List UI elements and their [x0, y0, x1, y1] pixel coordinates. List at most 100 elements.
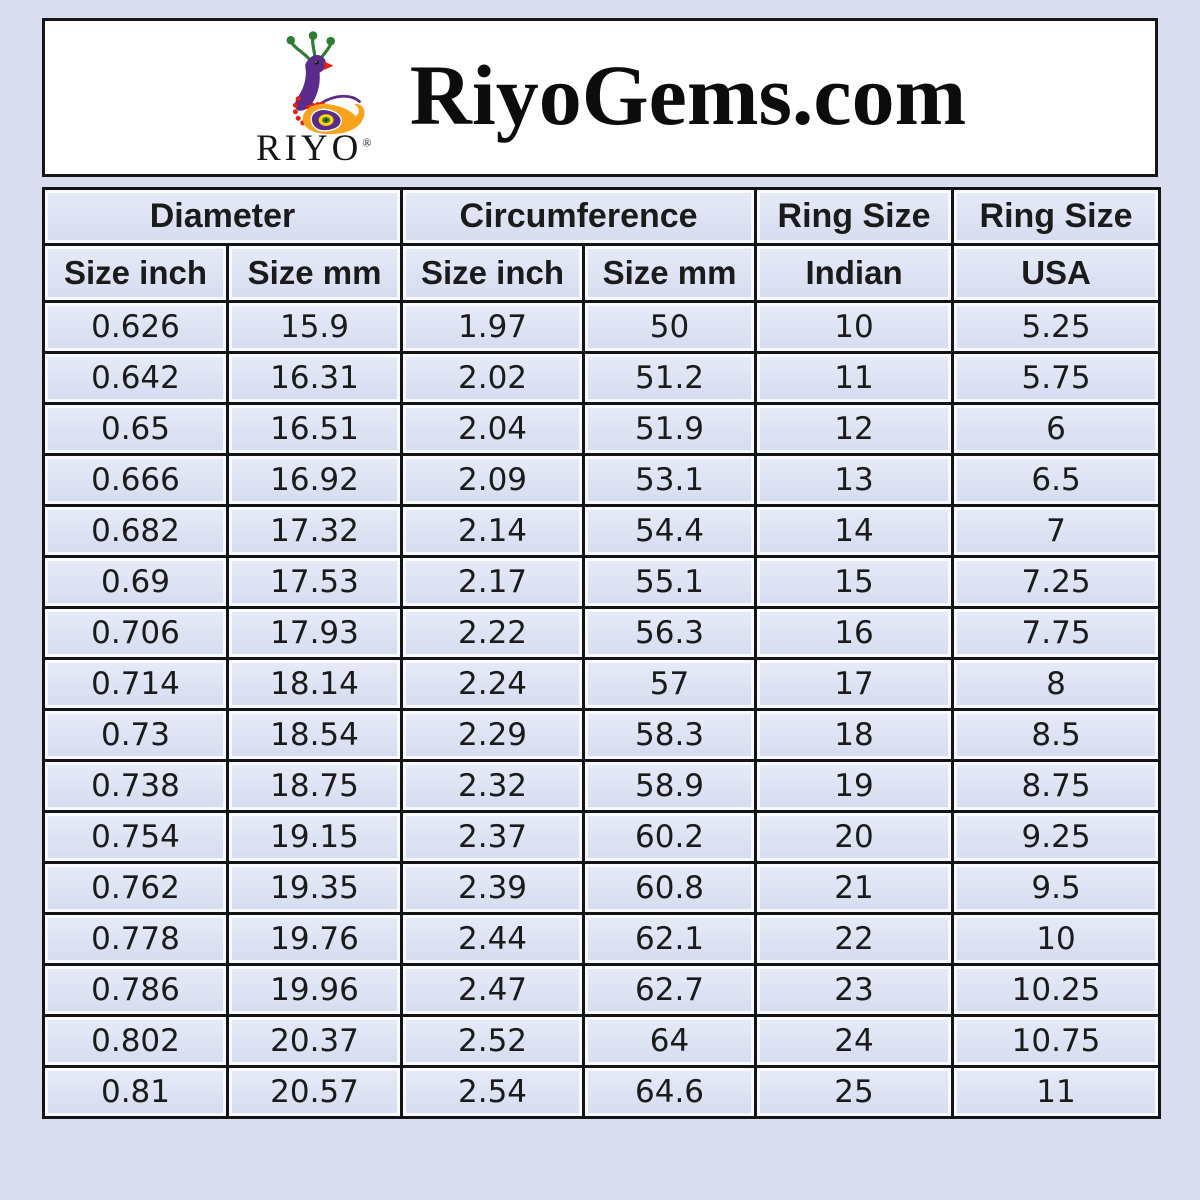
cell-diameter-inch: 0.626: [42, 300, 229, 354]
cell-circumference-mm: 51.2: [582, 351, 758, 405]
cell-diameter-inch: 0.73: [42, 708, 229, 762]
riyo-logo: RIYO®: [234, 30, 394, 167]
cell-ring-size-indian: 19: [754, 759, 955, 813]
cell-circumference-inch: 2.17: [400, 555, 586, 609]
cell-circumference-inch: 2.29: [400, 708, 586, 762]
cell-diameter-mm: 20.57: [225, 1065, 404, 1119]
col-header-usa: USA: [951, 243, 1162, 303]
cell-diameter-mm: 19.96: [225, 963, 404, 1017]
cell-ring-size-usa: 10.25: [951, 963, 1162, 1017]
registered-mark: ®: [362, 135, 372, 150]
cell-diameter-inch: 0.754: [42, 810, 229, 864]
cell-circumference-inch: 2.39: [400, 861, 586, 915]
cell-diameter-mm: 17.53: [225, 555, 404, 609]
cell-circumference-inch: 2.09: [400, 453, 586, 507]
cell-diameter-inch: 0.642: [42, 351, 229, 405]
cell-ring-size-indian: 25: [754, 1065, 955, 1119]
cell-circumference-mm: 50: [582, 300, 758, 354]
cell-diameter-mm: 19.35: [225, 861, 404, 915]
cell-diameter-inch: 0.762: [42, 861, 229, 915]
table-body: 0.626 15.9 1.97 50 10 5.25 0.642 16.31 2.02 51.2 1…: [42, 300, 1162, 1119]
cell-circumference-mm: 60.8: [582, 861, 758, 915]
table-row: 0.738 18.75 2.32 58.9 19 8.75: [42, 759, 1162, 813]
cell-diameter-inch: 0.786: [42, 963, 229, 1017]
cell-ring-size-usa: 9.25: [951, 810, 1162, 864]
cell-circumference-inch: 2.47: [400, 963, 586, 1017]
cell-ring-size-usa: 9.5: [951, 861, 1162, 915]
cell-circumference-mm: 56.3: [582, 606, 758, 660]
group-header-row: Diameter Circumference Ring Size Ring Si…: [41, 187, 1162, 246]
cell-diameter-inch: 0.714: [42, 657, 229, 711]
table-row: 0.65 16.51 2.04 51.9 12 6: [42, 402, 1162, 456]
table-row: 0.786 19.96 2.47 62.7 23 10.25: [42, 963, 1162, 1017]
table-row: 0.682 17.32 2.14 54.4 14 7: [42, 504, 1162, 558]
cell-circumference-inch: 2.22: [400, 606, 586, 660]
cell-diameter-mm: 16.92: [225, 453, 404, 507]
table-row: 0.778 19.76 2.44 62.1 22 10: [42, 912, 1162, 966]
table-row: 0.666 16.92 2.09 53.1 13 6.5: [42, 453, 1162, 507]
cell-diameter-inch: 0.778: [42, 912, 229, 966]
table-row: 0.706 17.93 2.22 56.3 16 7.75: [42, 606, 1162, 660]
cell-circumference-inch: 2.04: [400, 402, 586, 456]
sub-header-row: Size inch Size mm Size inch Size mm Indi…: [42, 243, 1162, 303]
cell-diameter-mm: 18.54: [225, 708, 404, 762]
col-header-indian: Indian: [754, 243, 955, 303]
cell-diameter-inch: 0.65: [42, 402, 229, 456]
cell-circumference-mm: 53.1: [582, 453, 758, 507]
cell-diameter-mm: 16.31: [225, 351, 404, 405]
cell-circumference-mm: 51.9: [582, 402, 758, 456]
brand-banner: RIYO® RiyoGems.com: [42, 18, 1158, 177]
cell-ring-size-usa: 10.75: [951, 1014, 1162, 1068]
table-row: 0.626 15.9 1.97 50 10 5.25: [42, 300, 1162, 354]
cell-ring-size-indian: 12: [754, 402, 955, 456]
cell-diameter-mm: 19.76: [225, 912, 404, 966]
col-header-circumference-mm: Size mm: [582, 243, 758, 303]
cell-circumference-mm: 62.1: [582, 912, 758, 966]
cell-circumference-mm: 54.4: [582, 504, 758, 558]
cell-circumference-inch: 2.54: [400, 1065, 586, 1119]
cell-diameter-inch: 0.738: [42, 759, 229, 813]
cell-ring-size-usa: 5.75: [951, 351, 1162, 405]
table-row: 0.754 19.15 2.37 60.2 20 9.25: [42, 810, 1162, 864]
cell-ring-size-indian: 13: [754, 453, 955, 507]
cell-diameter-inch: 0.682: [42, 504, 229, 558]
cell-ring-size-indian: 22: [754, 912, 955, 966]
cell-circumference-mm: 58.3: [582, 708, 758, 762]
col-group-diameter: Diameter: [41, 187, 404, 246]
ring-size-table: Diameter Circumference Ring Size Ring Si…: [41, 187, 1162, 1119]
cell-circumference-mm: 58.9: [582, 759, 758, 813]
cell-ring-size-usa: 7.25: [951, 555, 1162, 609]
cell-circumference-mm: 55.1: [582, 555, 758, 609]
cell-diameter-mm: 19.15: [225, 810, 404, 864]
cell-diameter-inch: 0.69: [42, 555, 229, 609]
logo-wordmark: RIYO®: [256, 130, 372, 167]
cell-ring-size-indian: 24: [754, 1014, 955, 1068]
cell-ring-size-usa: 10: [951, 912, 1162, 966]
cell-ring-size-indian: 16: [754, 606, 955, 660]
cell-ring-size-indian: 18: [754, 708, 955, 762]
cell-diameter-mm: 17.32: [225, 504, 404, 558]
cell-ring-size-indian: 14: [754, 504, 955, 558]
cell-ring-size-usa: 8: [951, 657, 1162, 711]
cell-diameter-inch: 0.706: [42, 606, 229, 660]
table-row: 0.762 19.35 2.39 60.8 21 9.5: [42, 861, 1162, 915]
cell-circumference-inch: 2.44: [400, 912, 586, 966]
table-row: 0.81 20.57 2.54 64.6 25 11: [42, 1065, 1162, 1119]
col-header-circumference-inch: Size inch: [400, 243, 586, 303]
page: RIYO® RiyoGems.com Diameter Circumferenc…: [41, 18, 1162, 1119]
col-group-circumference: Circumference: [400, 187, 758, 246]
cell-circumference-inch: 2.37: [400, 810, 586, 864]
cell-ring-size-usa: 8.75: [951, 759, 1162, 813]
col-header-diameter-inch: Size inch: [42, 243, 229, 303]
cell-circumference-mm: 64: [582, 1014, 758, 1068]
cell-circumference-mm: 64.6: [582, 1065, 758, 1119]
cell-circumference-inch: 2.14: [400, 504, 586, 558]
cell-diameter-inch: 0.666: [42, 453, 229, 507]
col-group-ring-size-indian: Ring Size: [754, 187, 955, 246]
cell-ring-size-indian: 21: [754, 861, 955, 915]
cell-circumference-mm: 62.7: [582, 963, 758, 1017]
cell-diameter-mm: 18.14: [225, 657, 404, 711]
cell-ring-size-usa: 11: [951, 1065, 1162, 1119]
cell-ring-size-indian: 11: [754, 351, 955, 405]
logo-brand-text: RIYO: [255, 128, 363, 169]
